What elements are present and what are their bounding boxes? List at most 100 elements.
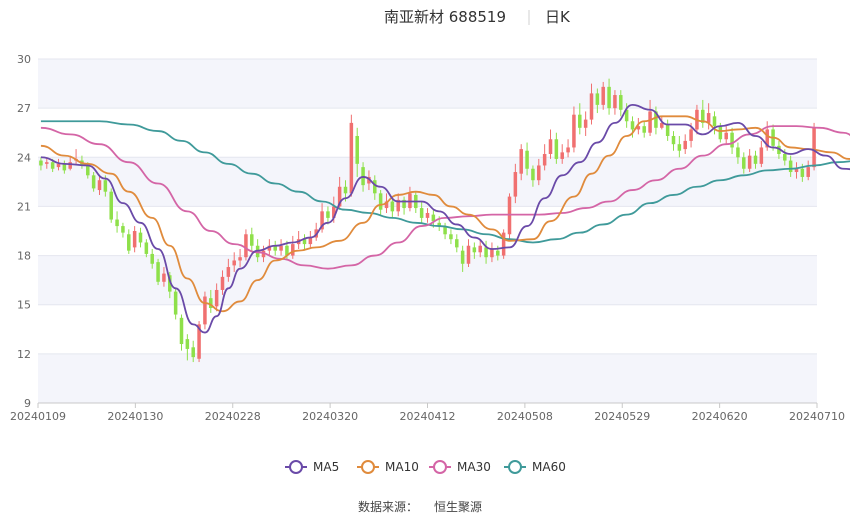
candle <box>636 117 641 135</box>
candle-body <box>419 208 424 218</box>
candle <box>701 99 705 128</box>
candles <box>39 78 816 363</box>
grid-bands <box>38 59 817 403</box>
candle-body <box>630 121 635 130</box>
y-tick-label: 30 <box>17 53 31 66</box>
candle <box>724 126 728 145</box>
candle-body <box>783 154 787 161</box>
source-value: 恒生聚源 <box>434 500 482 514</box>
candle-body <box>320 211 324 230</box>
candle-body <box>349 122 354 194</box>
candle-body <box>308 237 313 245</box>
candle <box>736 142 740 164</box>
candle <box>156 258 160 286</box>
candle <box>572 106 576 153</box>
candle <box>232 252 236 272</box>
legend-item-ma5[interactable]: MA5 <box>285 460 339 474</box>
x-tick-label: 20240228 <box>205 410 261 423</box>
candle-body <box>742 157 746 169</box>
candle <box>203 291 207 330</box>
candle-body <box>583 119 588 128</box>
candle <box>466 239 471 268</box>
candle-body <box>788 160 793 173</box>
candle-body <box>677 144 682 151</box>
candle-body <box>45 162 49 164</box>
candle-body <box>326 211 330 218</box>
candle-body <box>472 247 477 253</box>
candle <box>654 106 658 135</box>
legend-label: MA30 <box>457 460 491 474</box>
candle-body <box>466 245 471 264</box>
y-tick-label: 24 <box>17 151 31 164</box>
candle <box>554 132 559 164</box>
candle-body <box>355 135 359 164</box>
candle <box>525 142 529 176</box>
candle <box>419 201 424 223</box>
candle-body <box>86 165 90 176</box>
candle-body <box>220 276 225 290</box>
candle <box>812 122 816 171</box>
candle <box>173 288 178 320</box>
x-tick-label: 20240710 <box>789 410 845 423</box>
candle-body <box>519 149 523 174</box>
candle <box>45 157 49 169</box>
candle <box>747 149 752 173</box>
candle <box>56 158 61 171</box>
legend-item-ma10[interactable]: MA10 <box>357 460 419 474</box>
candle <box>402 196 406 215</box>
candle-body <box>736 147 740 158</box>
grid-band <box>38 157 817 207</box>
candle-body <box>589 93 594 120</box>
candle <box>443 222 447 240</box>
candle-body <box>525 150 529 169</box>
candle <box>220 270 225 295</box>
candle <box>209 289 213 313</box>
candle-body <box>191 347 195 358</box>
candle-body <box>373 180 377 194</box>
candle-body <box>173 291 178 315</box>
legend-item-ma30[interactable]: MA30 <box>429 460 491 474</box>
candle <box>68 155 72 171</box>
candle <box>291 235 295 259</box>
candle-body <box>689 129 693 141</box>
y-tick-label: 12 <box>17 348 31 361</box>
candle-body <box>91 175 96 189</box>
candle-body <box>443 226 447 235</box>
candle-body <box>56 163 61 168</box>
candle <box>39 157 43 171</box>
candle <box>759 140 764 168</box>
candle <box>279 239 283 256</box>
x-tick-label: 20240320 <box>302 410 358 423</box>
period-label[interactable]: 日K <box>545 8 571 26</box>
candle-body <box>484 247 488 258</box>
candle-body <box>560 152 564 159</box>
candle <box>378 190 383 215</box>
candle <box>478 239 482 258</box>
candle <box>121 222 125 238</box>
candle <box>349 114 354 197</box>
candle <box>162 267 166 287</box>
legend-label: MA5 <box>313 460 339 474</box>
candle-body <box>378 193 383 210</box>
candle-body <box>554 139 559 159</box>
candle-body <box>578 114 582 128</box>
candle <box>472 242 477 259</box>
candle <box>794 162 799 179</box>
candle-body <box>185 339 190 349</box>
candle <box>179 314 184 351</box>
candle <box>238 249 242 268</box>
candle-body <box>425 212 430 218</box>
candle-body <box>724 132 728 140</box>
candle <box>742 152 746 174</box>
candle <box>788 155 793 177</box>
candle <box>308 231 313 250</box>
y-tick-label: 15 <box>17 299 31 312</box>
candle <box>730 127 734 155</box>
legend-item-ma60[interactable]: MA60 <box>504 460 566 474</box>
legend-marker <box>508 460 522 474</box>
candle-body <box>144 242 149 254</box>
candle-body <box>39 160 43 166</box>
candle-body <box>250 234 254 246</box>
chart-title: 南亚新材 688519 <box>384 8 506 26</box>
candle <box>250 227 254 253</box>
